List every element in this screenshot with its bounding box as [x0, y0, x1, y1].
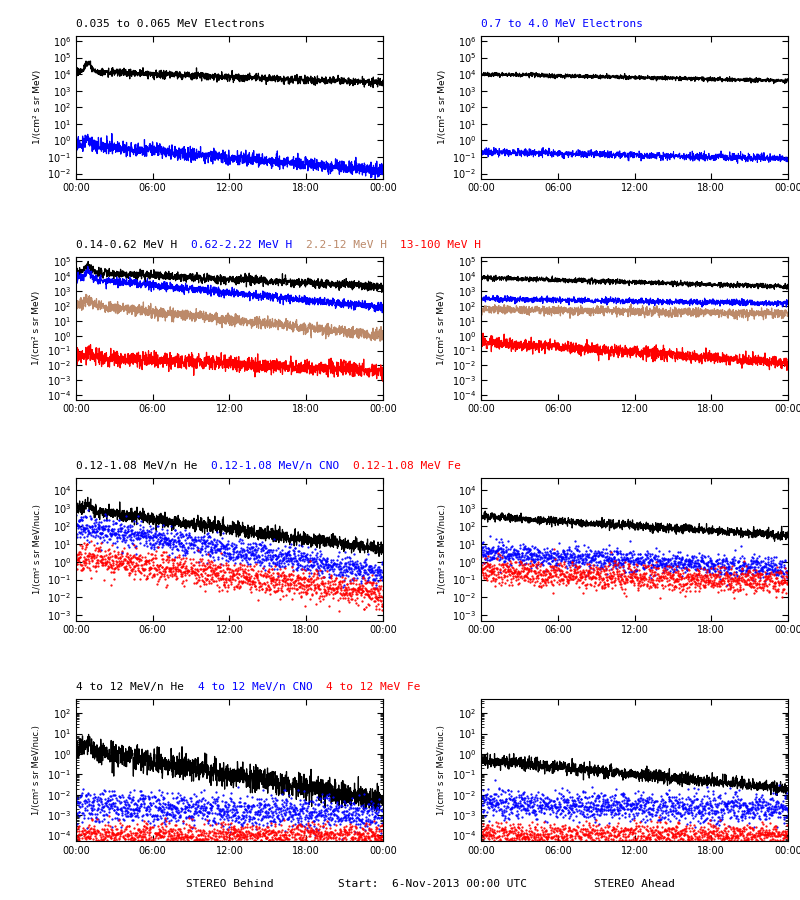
Text: 0.035 to 0.065 MeV Electrons: 0.035 to 0.065 MeV Electrons: [76, 19, 265, 29]
Y-axis label: 1/(cm² s sr MeV): 1/(cm² s sr MeV): [438, 70, 447, 144]
Y-axis label: 1/(cm² s sr MeV): 1/(cm² s sr MeV): [33, 70, 42, 144]
Text: 4 to 12 MeV Fe: 4 to 12 MeV Fe: [326, 681, 420, 692]
Y-axis label: 1/(cm² s sr MeV/nuc.): 1/(cm² s sr MeV/nuc.): [33, 504, 42, 594]
Y-axis label: 1/(cm² s sr MeV/nuc.): 1/(cm² s sr MeV/nuc.): [32, 725, 42, 815]
Y-axis label: 1/(cm² s sr MeV/nuc.): 1/(cm² s sr MeV/nuc.): [438, 504, 446, 594]
Text: 0.12-1.08 MeV/n He: 0.12-1.08 MeV/n He: [76, 461, 211, 471]
Y-axis label: 1/(cm² s sr MeV): 1/(cm² s sr MeV): [32, 291, 42, 365]
Text: 2.2-12 MeV H: 2.2-12 MeV H: [306, 239, 400, 250]
Text: 4 to 12 MeV/n CNO: 4 to 12 MeV/n CNO: [198, 681, 326, 692]
Y-axis label: 1/(cm² s sr MeV): 1/(cm² s sr MeV): [438, 291, 446, 365]
Text: Start:  6-Nov-2013 00:00 UTC: Start: 6-Nov-2013 00:00 UTC: [338, 879, 526, 889]
Text: STEREO Ahead: STEREO Ahead: [594, 879, 675, 889]
Text: 0.7 to 4.0 MeV Electrons: 0.7 to 4.0 MeV Electrons: [481, 19, 643, 29]
Text: 4 to 12 MeV/n He: 4 to 12 MeV/n He: [76, 681, 198, 692]
Y-axis label: 1/(cm² s sr MeV/nuc.): 1/(cm² s sr MeV/nuc.): [438, 725, 446, 815]
Text: 0.12-1.08 MeV Fe: 0.12-1.08 MeV Fe: [353, 461, 461, 471]
Text: 13-100 MeV H: 13-100 MeV H: [400, 239, 481, 250]
Text: 0.12-1.08 MeV/n CNO: 0.12-1.08 MeV/n CNO: [211, 461, 353, 471]
Text: STEREO Behind: STEREO Behind: [186, 879, 274, 889]
Text: 0.14-0.62 MeV H: 0.14-0.62 MeV H: [76, 239, 190, 250]
Text: 0.62-2.22 MeV H: 0.62-2.22 MeV H: [190, 239, 306, 250]
